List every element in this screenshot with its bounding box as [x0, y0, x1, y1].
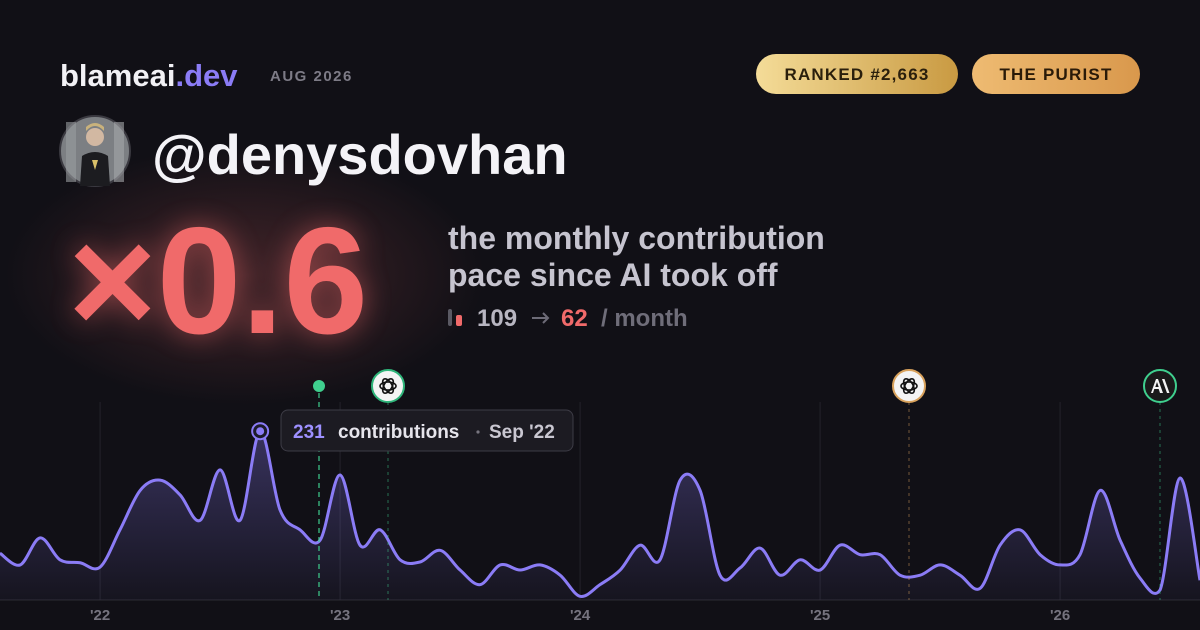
x-tick-label: '23	[330, 607, 350, 624]
line	[0, 429, 1200, 598]
glow	[5, 145, 485, 405]
unit: / month	[601, 305, 688, 332]
badge	[972, 54, 1140, 94]
tooltip-box	[280, 409, 574, 452]
chart: '22 '23 '24 '25 '26	[0, 402, 1200, 624]
caption: the monthly contribution	[448, 220, 825, 256]
area	[0, 431, 1200, 600]
separator	[476, 430, 480, 434]
multiplier-glow: ×0.6	[68, 196, 368, 366]
openai-icon	[371, 369, 405, 403]
date: AUG 2026	[270, 68, 353, 85]
brand-name: blameai	[60, 58, 175, 93]
caption: pace since AI took off	[448, 257, 778, 293]
badge-text: RANKED #2,663	[784, 65, 929, 84]
highlight-dot	[256, 427, 265, 436]
tooltip-value: 231	[293, 422, 325, 443]
event-dot	[313, 380, 325, 392]
pace-icon	[456, 315, 462, 326]
before-value: 109	[477, 305, 517, 332]
anthropic-logo	[1151, 379, 1170, 393]
event-markers	[313, 369, 1177, 600]
openai-logo	[379, 377, 397, 395]
brand-suffix: .dev	[175, 58, 238, 93]
x-tick-label: '25	[810, 607, 830, 624]
tooltip-unit: contributions	[338, 422, 459, 443]
handle: @denysdovhan	[152, 123, 568, 186]
tooltip: 231 contributions Sep '22	[280, 409, 574, 452]
arrow	[532, 312, 550, 324]
badge-text: THE PURIST	[999, 65, 1112, 84]
multiplier: ×0.6	[68, 196, 368, 366]
after-value: 62	[561, 305, 588, 332]
brand: blameai.dev	[60, 58, 238, 93]
x-tick-label: '24	[570, 607, 591, 624]
avatar	[59, 115, 131, 187]
openai-icon	[892, 369, 926, 403]
pace-icon	[448, 309, 452, 326]
tooltip-date: Sep '22	[489, 422, 555, 443]
openai-logo	[900, 377, 918, 395]
badge	[756, 54, 958, 94]
x-tick-label: '26	[1050, 607, 1070, 624]
x-tick-label: '22	[90, 607, 110, 624]
